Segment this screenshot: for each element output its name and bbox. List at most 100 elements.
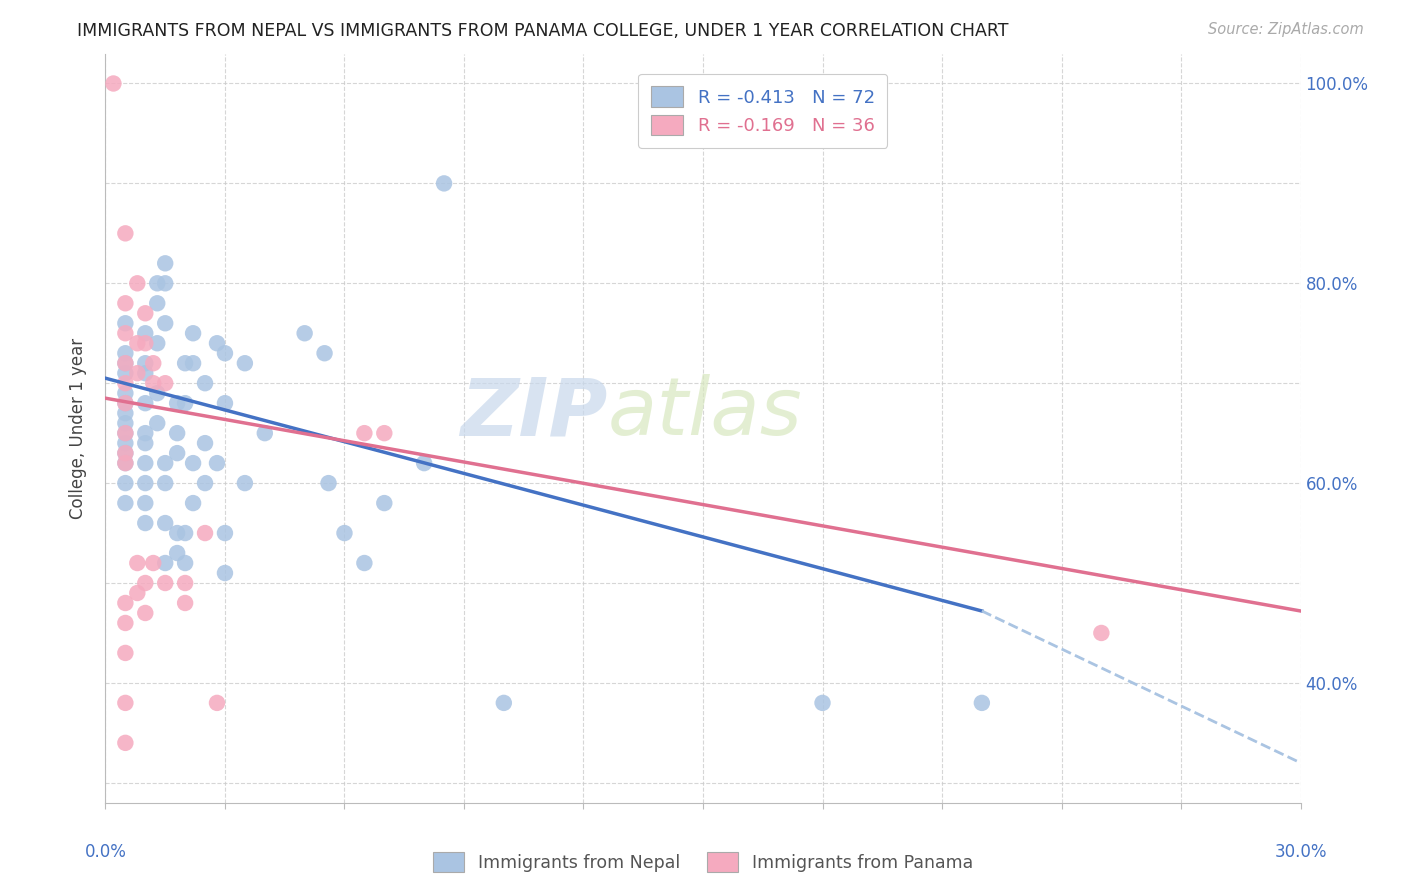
Point xyxy=(127,556,149,570)
Point xyxy=(166,426,188,441)
Point xyxy=(114,456,136,470)
Text: 30.0%: 30.0% xyxy=(1274,843,1327,861)
Point xyxy=(146,277,169,291)
Point xyxy=(114,696,136,710)
Point xyxy=(433,177,456,191)
Point xyxy=(134,356,156,370)
Point xyxy=(114,346,136,360)
Point xyxy=(333,526,356,541)
Point xyxy=(153,576,177,591)
Point xyxy=(205,456,228,470)
Point xyxy=(103,77,125,91)
Point xyxy=(233,476,256,491)
Point xyxy=(114,396,136,410)
Text: Source: ZipAtlas.com: Source: ZipAtlas.com xyxy=(1208,22,1364,37)
Point xyxy=(205,336,228,351)
Point xyxy=(970,696,993,710)
Point xyxy=(153,516,177,530)
Legend: R = -0.413   N = 72, R = -0.169   N = 36: R = -0.413 N = 72, R = -0.169 N = 36 xyxy=(638,74,887,148)
Point xyxy=(166,446,188,460)
Point xyxy=(134,576,156,591)
Point xyxy=(153,456,177,470)
Point xyxy=(205,696,228,710)
Point xyxy=(174,596,197,610)
Point xyxy=(153,277,177,291)
Point xyxy=(114,436,136,450)
Text: ZIP: ZIP xyxy=(460,374,607,452)
Point xyxy=(127,336,149,351)
Point xyxy=(134,396,156,410)
Point xyxy=(811,696,834,710)
Point xyxy=(153,256,177,270)
Point xyxy=(181,356,204,370)
Point xyxy=(214,526,236,541)
Point xyxy=(174,576,197,591)
Point xyxy=(413,456,436,470)
Point xyxy=(181,496,204,510)
Point xyxy=(114,596,136,610)
Point xyxy=(174,356,197,370)
Point xyxy=(114,386,136,401)
Point xyxy=(181,326,204,341)
Point xyxy=(114,426,136,441)
Point xyxy=(114,227,136,241)
Point xyxy=(174,526,197,541)
Legend: Immigrants from Nepal, Immigrants from Panama: Immigrants from Nepal, Immigrants from P… xyxy=(426,845,980,879)
Point xyxy=(153,556,177,570)
Point xyxy=(233,356,256,370)
Point xyxy=(114,406,136,420)
Point xyxy=(114,366,136,380)
Point xyxy=(134,476,156,491)
Point xyxy=(492,696,515,710)
Point xyxy=(214,396,236,410)
Point xyxy=(127,277,149,291)
Point xyxy=(174,396,197,410)
Point xyxy=(114,615,136,630)
Point xyxy=(166,546,188,560)
Point xyxy=(146,416,169,430)
Point xyxy=(294,326,316,341)
Point xyxy=(127,586,149,600)
Point xyxy=(134,496,156,510)
Point xyxy=(142,376,165,391)
Point xyxy=(253,426,276,441)
Point xyxy=(318,476,340,491)
Point xyxy=(166,526,188,541)
Point xyxy=(142,356,165,370)
Point xyxy=(114,496,136,510)
Point xyxy=(214,566,236,580)
Point xyxy=(114,476,136,491)
Point xyxy=(134,606,156,620)
Point xyxy=(134,306,156,320)
Point xyxy=(353,556,375,570)
Point xyxy=(134,426,156,441)
Text: IMMIGRANTS FROM NEPAL VS IMMIGRANTS FROM PANAMA COLLEGE, UNDER 1 YEAR CORRELATIO: IMMIGRANTS FROM NEPAL VS IMMIGRANTS FROM… xyxy=(77,22,1010,40)
Point xyxy=(194,436,217,450)
Point xyxy=(373,496,395,510)
Point xyxy=(134,326,156,341)
Point xyxy=(114,356,136,370)
Point xyxy=(114,446,136,460)
Point xyxy=(114,646,136,660)
Point xyxy=(373,426,395,441)
Point xyxy=(127,366,149,380)
Point xyxy=(194,526,217,541)
Point xyxy=(166,396,188,410)
Point xyxy=(114,736,136,750)
Text: atlas: atlas xyxy=(607,374,803,452)
Point xyxy=(134,366,156,380)
Point xyxy=(353,426,375,441)
Point xyxy=(114,456,136,470)
Text: 0.0%: 0.0% xyxy=(84,843,127,861)
Point xyxy=(134,336,156,351)
Point xyxy=(146,336,169,351)
Point xyxy=(114,396,136,410)
Point xyxy=(114,316,136,330)
Point xyxy=(114,416,136,430)
Point xyxy=(214,346,236,360)
Point xyxy=(153,376,177,391)
Point xyxy=(114,376,136,391)
Point xyxy=(181,456,204,470)
Point xyxy=(114,296,136,310)
Point xyxy=(146,296,169,310)
